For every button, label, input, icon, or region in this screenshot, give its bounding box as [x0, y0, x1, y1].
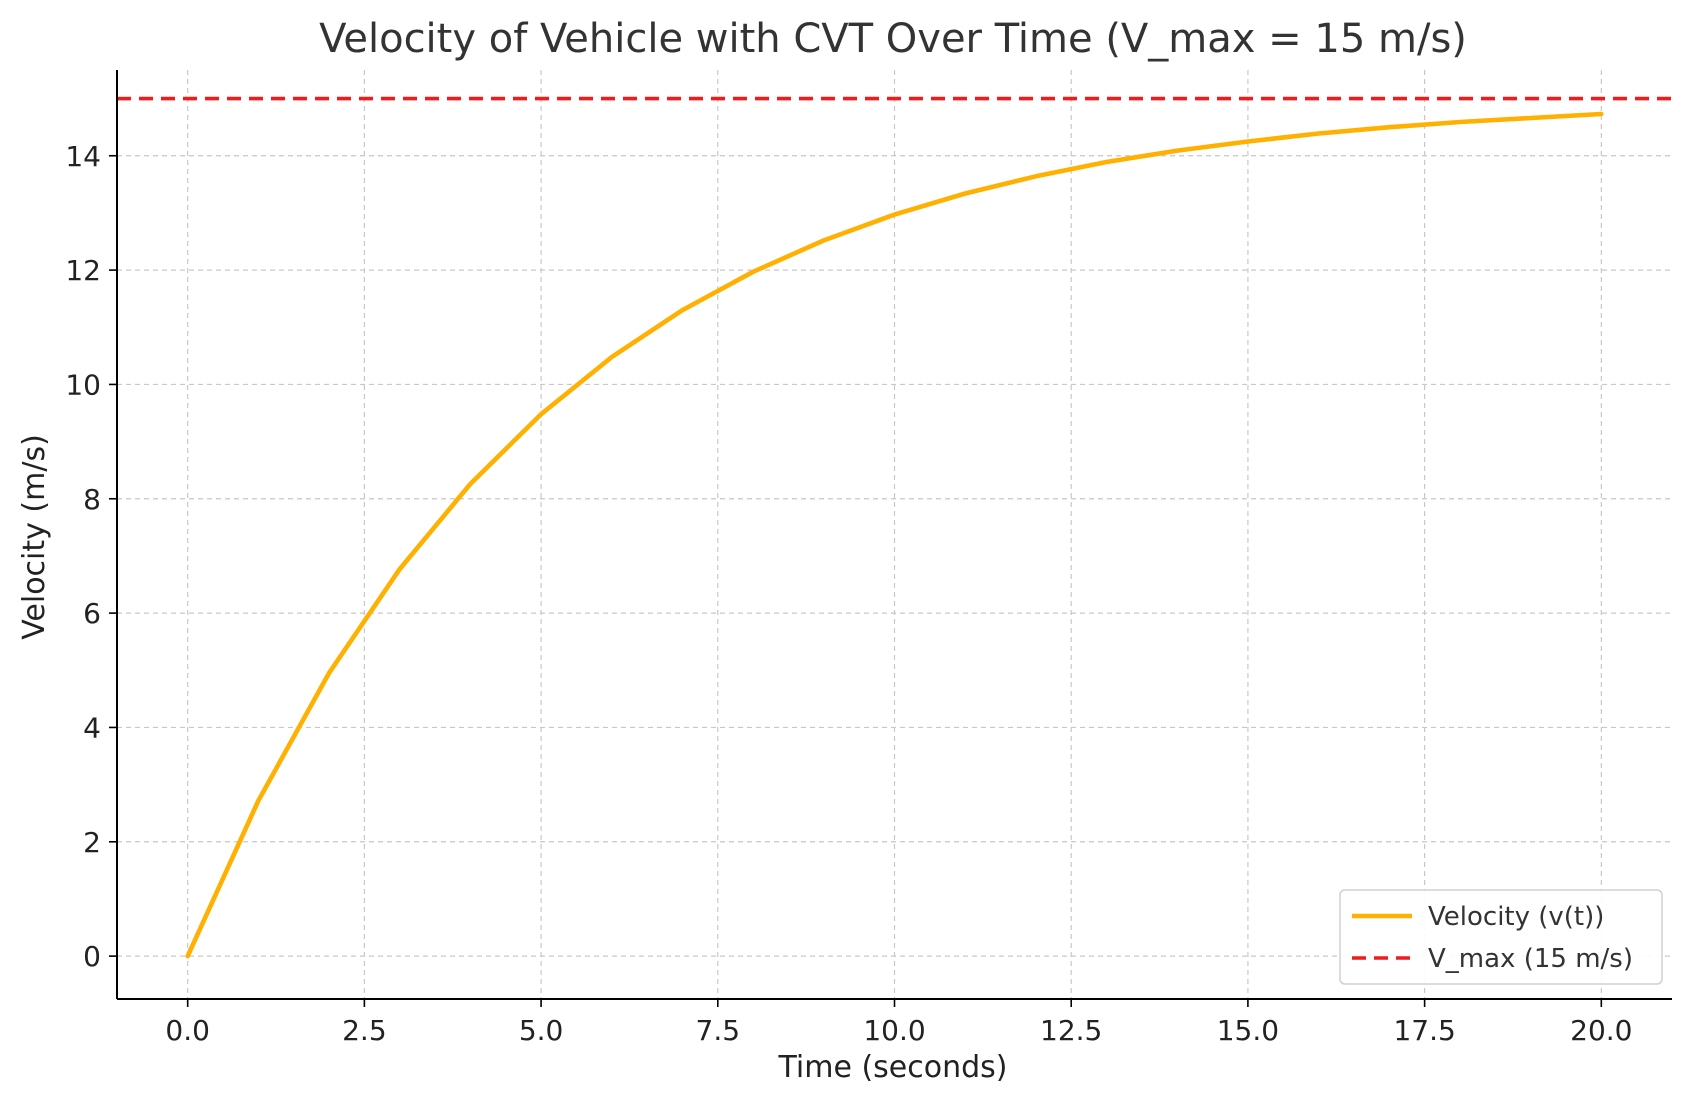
x-axis-label: Time (seconds) [778, 1050, 1008, 1085]
y-tick-label: 14 [65, 140, 101, 173]
x-tick-label: 10.0 [863, 1014, 925, 1047]
chart-title: Velocity of Vehicle with CVT Over Time (… [319, 16, 1467, 62]
x-tick-label: 7.5 [696, 1014, 741, 1047]
y-tick-label: 12 [65, 254, 101, 287]
x-tick-label: 17.5 [1393, 1014, 1455, 1047]
legend-label: Velocity (v(t)) [1428, 902, 1604, 932]
ticks: 0.0 2.5 5.0 7.5 10.0 12.5 15.0 17.5 20.0 0 2 4 6 8 10 1… [65, 140, 1632, 1047]
legend-label: V_max (15 m/s) [1428, 944, 1633, 974]
x-tick-label: 20.0 [1570, 1014, 1632, 1047]
y-tick-label: 10 [65, 368, 101, 401]
legend-box [1339, 889, 1663, 985]
series-layer [117, 96, 1672, 959]
x-tick-label: 2.5 [342, 1014, 387, 1047]
y-tick-label: 4 [83, 711, 101, 744]
x-tick-label: 5.0 [519, 1014, 564, 1047]
x-tick-label: 15.0 [1217, 1014, 1279, 1047]
grid [117, 70, 1672, 999]
x-tick-label: 0.0 [165, 1014, 210, 1047]
y-tick-label: 6 [83, 597, 101, 630]
x-tick-label: 12.5 [1040, 1014, 1102, 1047]
velocity-series-line [185, 111, 1604, 959]
y-axis-label: Velocity (m/s) [17, 434, 52, 640]
legend: Velocity (v(t)) V_max (15 m/s) [1339, 889, 1663, 985]
y-tick-label: 8 [83, 483, 101, 516]
y-tick-label: 0 [83, 940, 101, 973]
y-tick-label: 2 [83, 826, 101, 859]
